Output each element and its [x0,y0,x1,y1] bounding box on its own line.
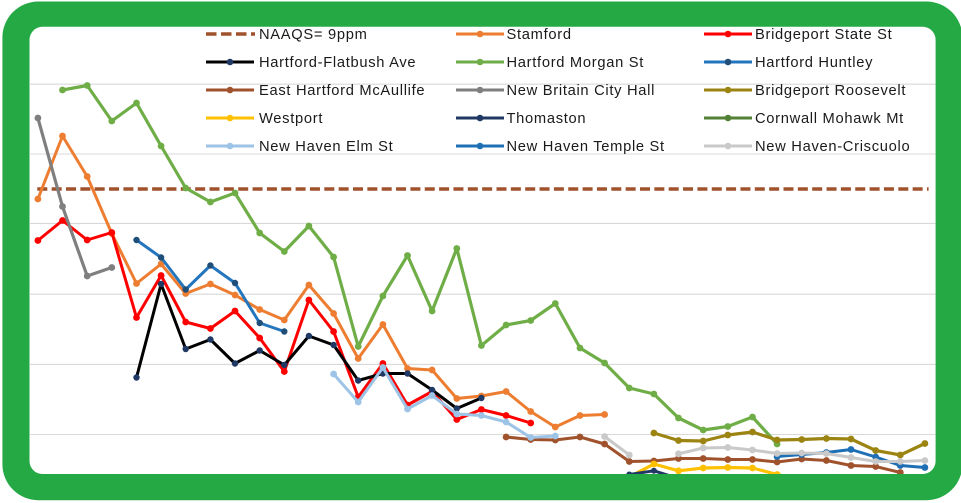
svg-text:East Hartford McAullife: East Hartford McAullife [259,83,425,99]
svg-text:Bridgeport State St: Bridgeport State St [755,27,892,43]
svg-text:Hartford Morgan St: Hartford Morgan St [507,55,645,71]
svg-text:New Britain City Hall: New Britain City Hall [507,83,656,99]
svg-text:New Haven Elm St: New Haven Elm St [259,139,393,155]
svg-text:Stamford: Stamford [507,27,572,43]
svg-text:New Haven Temple St: New Haven Temple St [507,139,665,155]
svg-text:Thomaston: Thomaston [507,111,587,127]
svg-text:Cornwall Mohawk Mt: Cornwall Mohawk Mt [755,111,904,127]
svg-text:Bridgeport Roosevelt: Bridgeport Roosevelt [755,83,906,99]
svg-text:Hartford-Flatbush Ave: Hartford-Flatbush Ave [259,55,416,71]
svg-text:Hartford Huntley: Hartford Huntley [755,55,873,71]
svg-text:New Haven-Criscuolo: New Haven-Criscuolo [755,139,910,155]
svg-text:Westport: Westport [259,111,323,127]
svg-text:NAAQS= 9ppm: NAAQS= 9ppm [259,27,368,43]
